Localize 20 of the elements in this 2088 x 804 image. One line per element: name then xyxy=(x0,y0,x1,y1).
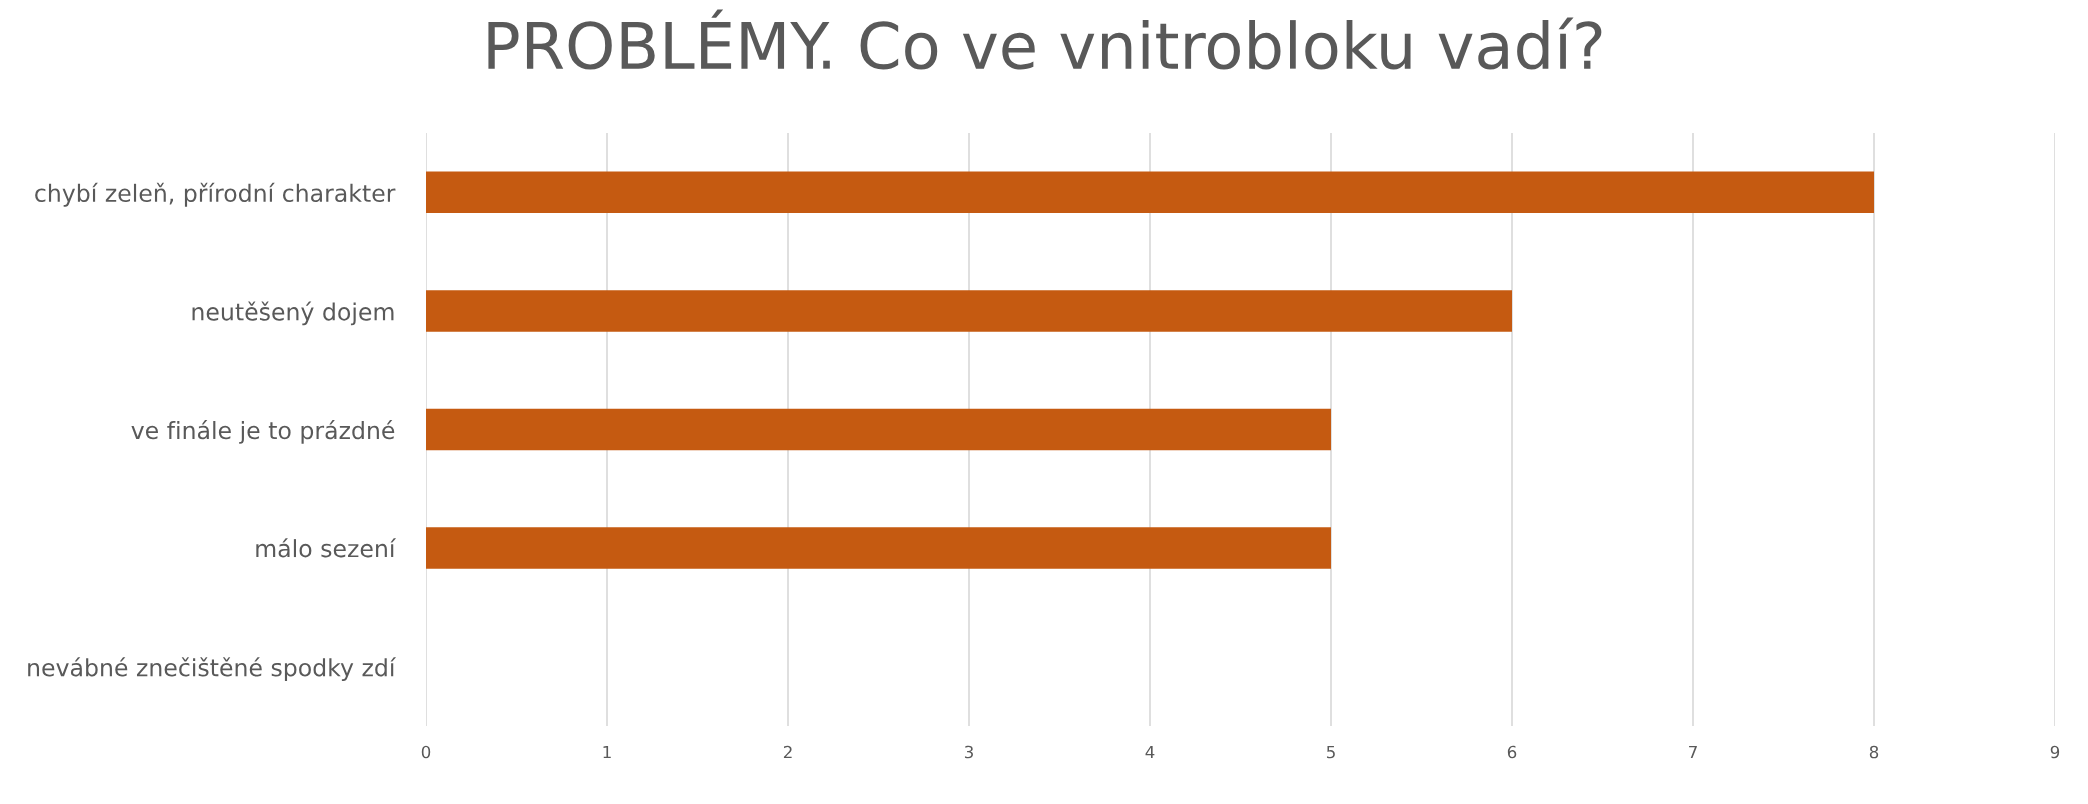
bar xyxy=(426,171,1874,214)
x-tick-label: 9 xyxy=(2050,745,2060,759)
y-tick-label: neutěšený dojem xyxy=(192,301,394,326)
bar xyxy=(426,408,1331,451)
y-tick-label: ve finále je to prázdné xyxy=(131,420,395,444)
x-tick-label: 2 xyxy=(783,745,792,759)
x-tick-label: 0 xyxy=(421,745,431,759)
bar xyxy=(426,527,1331,569)
y-tick-label: málo sezení xyxy=(256,538,397,558)
x-tick-label: 6 xyxy=(1507,745,1517,759)
x-tick-label: 1 xyxy=(603,745,611,759)
chart-title: PROBLÉMY. Co ve vnitrobloku vadí? xyxy=(488,9,1602,70)
x-tick-label: 5 xyxy=(1326,745,1335,759)
x-tick-label: 8 xyxy=(1869,745,1879,759)
y-tick-label: nevábné znečištěné spodky zdí xyxy=(28,657,397,682)
x-tick-label: 3 xyxy=(964,745,973,759)
x-tick-label: 7 xyxy=(1689,745,1697,759)
bar xyxy=(426,290,1512,332)
y-tick-label: chybí zeleň, přírodní charakter xyxy=(35,182,396,207)
x-tick-label: 4 xyxy=(1145,745,1155,759)
